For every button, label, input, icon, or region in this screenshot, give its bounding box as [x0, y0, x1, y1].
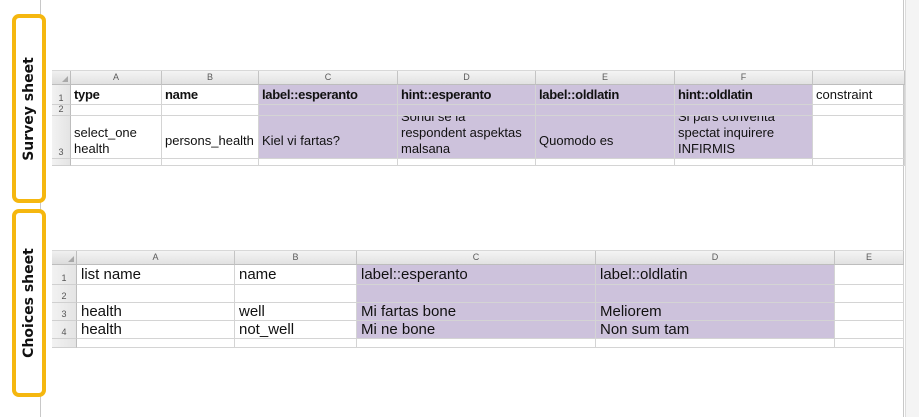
table-cell[interactable]: [813, 116, 905, 159]
table-cell[interactable]: [162, 105, 259, 116]
row-header[interactable]: [52, 339, 77, 348]
table-cell[interactable]: Sondi se la respondent aspektas malsana: [398, 116, 536, 159]
table-cell[interactable]: [835, 303, 904, 321]
column-header[interactable]: D: [398, 71, 536, 85]
table-cell[interactable]: [835, 321, 904, 339]
header-cell[interactable]: label::esperanto: [357, 265, 596, 285]
column-header[interactable]: B: [162, 71, 259, 85]
row-header[interactable]: 2: [52, 105, 71, 116]
column-header[interactable]: A: [71, 71, 162, 85]
table-cell[interactable]: [77, 285, 235, 303]
row-header[interactable]: 4: [52, 321, 77, 339]
table-cell[interactable]: [77, 339, 235, 348]
row-header[interactable]: 1: [52, 265, 77, 285]
header-cell[interactable]: name: [162, 85, 259, 105]
table-cell[interactable]: [357, 339, 596, 348]
header-cell[interactable]: type: [71, 85, 162, 105]
table-cell[interactable]: [357, 285, 596, 303]
header-cell[interactable]: [835, 265, 904, 285]
column-header[interactable]: F: [675, 71, 813, 85]
table-cell[interactable]: [536, 159, 675, 166]
spreadsheet-frame: [40, 0, 904, 417]
survey-sheet-badge: Survey sheet: [12, 14, 46, 203]
choices-sheet-label: Choices sheet: [21, 248, 37, 358]
select-all-corner[interactable]: [52, 251, 77, 265]
table-cell[interactable]: Non sum tam: [596, 321, 835, 339]
row-header[interactable]: 2: [52, 285, 77, 303]
select-all-corner[interactable]: [52, 71, 71, 85]
header-cell[interactable]: label::oldlatin: [536, 85, 675, 105]
table-cell[interactable]: Si pars conventa spectat inquirere INFIR…: [675, 116, 813, 159]
column-header[interactable]: D: [596, 251, 835, 265]
table-cell[interactable]: [596, 339, 835, 348]
header-cell[interactable]: list name: [77, 265, 235, 285]
table-cell[interactable]: [235, 339, 357, 348]
table-cell[interactable]: health: [77, 321, 235, 339]
header-cell[interactable]: label::esperanto: [259, 85, 398, 105]
choices-sheet: A B C D E 1 list name name label::espera…: [52, 250, 904, 348]
header-cell[interactable]: hint::oldlatin: [675, 85, 813, 105]
table-cell[interactable]: not_well: [235, 321, 357, 339]
table-cell[interactable]: [536, 105, 675, 116]
table-cell[interactable]: [259, 159, 398, 166]
vertical-scrollbar[interactable]: [905, 0, 919, 417]
table-cell[interactable]: Quomodo es: [536, 116, 675, 159]
table-cell[interactable]: well: [235, 303, 357, 321]
column-header[interactable]: E: [835, 251, 904, 265]
table-cell[interactable]: [71, 105, 162, 116]
table-cell[interactable]: Kiel vi fartas?: [259, 116, 398, 159]
table-cell[interactable]: [162, 159, 259, 166]
header-cell[interactable]: constraint: [813, 85, 905, 105]
table-cell[interactable]: persons_health: [162, 116, 259, 159]
column-header[interactable]: B: [235, 251, 357, 265]
column-header[interactable]: E: [536, 71, 675, 85]
table-cell[interactable]: [398, 105, 536, 116]
table-cell[interactable]: Meliorem: [596, 303, 835, 321]
table-cell[interactable]: [596, 285, 835, 303]
table-cell[interactable]: select_one health: [71, 116, 162, 159]
survey-sheet: A B C D E F 1 type name label::esperanto…: [52, 70, 905, 166]
column-header[interactable]: C: [259, 71, 398, 85]
header-cell[interactable]: name: [235, 265, 357, 285]
row-header[interactable]: 3: [52, 116, 71, 159]
column-header[interactable]: [813, 71, 905, 85]
header-cell[interactable]: hint::esperanto: [398, 85, 536, 105]
table-cell[interactable]: health: [77, 303, 235, 321]
table-cell[interactable]: Mi ne bone: [357, 321, 596, 339]
table-cell[interactable]: Mi fartas bone: [357, 303, 596, 321]
table-cell[interactable]: [398, 159, 536, 166]
table-cell[interactable]: [235, 285, 357, 303]
row-header[interactable]: 3: [52, 303, 77, 321]
table-cell[interactable]: [835, 285, 904, 303]
table-cell[interactable]: [813, 159, 905, 166]
table-cell[interactable]: [835, 339, 904, 348]
row-header[interactable]: [52, 159, 71, 166]
table-cell[interactable]: [71, 159, 162, 166]
table-cell[interactable]: [675, 159, 813, 166]
survey-sheet-label: Survey sheet: [21, 56, 37, 161]
header-cell[interactable]: label::oldlatin: [596, 265, 835, 285]
column-header[interactable]: A: [77, 251, 235, 265]
table-cell[interactable]: [813, 105, 905, 116]
column-header[interactable]: C: [357, 251, 596, 265]
table-cell[interactable]: [675, 105, 813, 116]
choices-sheet-badge: Choices sheet: [12, 209, 46, 397]
table-cell[interactable]: [259, 105, 398, 116]
row-header[interactable]: 1: [52, 85, 71, 105]
